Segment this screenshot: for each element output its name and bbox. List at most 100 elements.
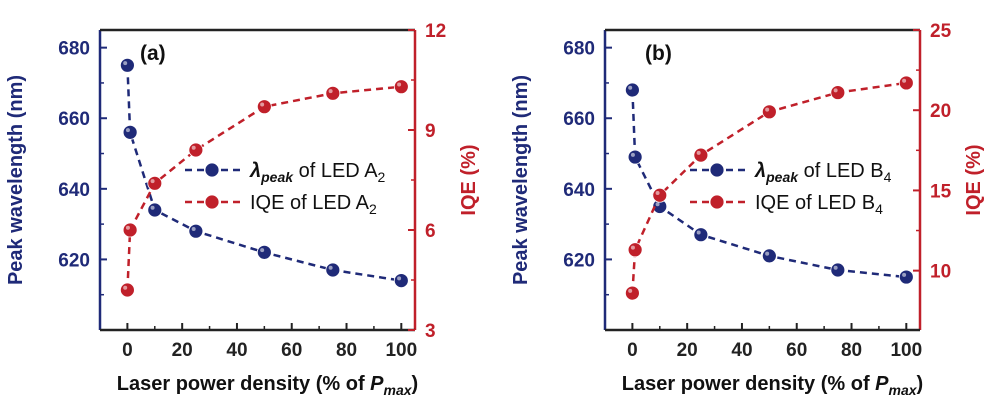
data-point-highlight [655,191,660,196]
y2-tick-label: 20 [930,101,951,122]
data-point [188,223,204,239]
y-tick-label: 640 [58,180,90,201]
data-point [122,222,138,238]
data-point-highlight [191,226,196,231]
data-point [256,99,272,115]
legend-label-part: 2 [378,169,386,185]
data-point [393,79,409,95]
legend-marker [204,162,220,178]
x-axis-title-part: Laser power density (% of [117,373,370,395]
data-point-highlight [397,276,402,281]
data-point [147,202,163,218]
data-point [830,85,846,100]
data-point [188,142,204,158]
legend-label-part: peak [765,169,799,185]
legend-label-part: 4 [884,169,892,185]
data-point-highlight [260,102,265,107]
legend-label-part: λ [249,160,261,182]
data-point [624,82,640,98]
legend-label-part: IQE of LED B [755,192,875,214]
x-axis-title-part: P [875,373,889,395]
data-point-highlight [833,265,838,270]
data-point [693,147,709,163]
data-point [830,262,846,278]
data-point [256,244,272,260]
y-tick-label: 640 [563,180,595,201]
x-axis-title-part: Laser power density (% of [622,373,875,395]
data-point [393,273,409,288]
y-axis-title: Peak wavelength (nm) [510,75,532,285]
legend-label-part: of LED B [798,160,884,182]
x-axis-title: Laser power density (% of Pmax) [117,373,418,398]
x-tick-label: 80 [841,340,862,361]
y2-axis-title: IQE (%) [963,144,985,215]
data-point-highlight [191,145,196,150]
x-axis-title-part: max [889,382,918,398]
data-point-highlight [150,205,155,210]
chart-panel-b: 0 20 40 60 80 100 620 640 660 680 10 15 20 25 Peak wav… [510,21,985,398]
panel-label: (b) [645,42,672,65]
x-axis-title-part: ) [917,373,924,395]
data-point-highlight [655,202,660,207]
y2-axis-title: IQE (%) [458,144,480,215]
x-tick-label: 100 [890,340,922,361]
y-tick-label: 660 [563,109,595,130]
data-point [147,175,163,191]
data-point [119,57,135,73]
x-axis-title-part: max [384,382,413,398]
legend-label-part: peak [260,169,294,185]
data-point [898,75,914,91]
x-axis-title-part: P [370,373,384,395]
data-point-highlight [150,179,155,184]
data-point [325,262,341,278]
data-point-highlight [630,245,635,250]
x-tick-label: 20 [677,340,698,361]
data-point-highlight [902,272,907,277]
data-point-highlight [260,248,265,253]
x-axis-title: Laser power density (% of Pmax) [622,373,923,398]
data-point-highlight [123,61,128,66]
x-tick-label: 0 [627,340,638,361]
legend-label: IQE of LED B4 [755,192,883,217]
legend-label-part: IQE of LED A [250,192,370,214]
y2-tick-label: 3 [425,321,436,342]
y-tick-label: 680 [58,39,90,60]
data-point-highlight [696,150,701,155]
legend-label: λpeak of LED B4 [754,160,892,185]
x-tick-label: 100 [385,340,417,361]
legend-marker [709,162,725,178]
data-point [624,285,640,301]
legend-label: IQE of LED A2 [250,192,377,217]
data-point-highlight [630,152,635,157]
x-tick-label: 40 [226,340,247,361]
data-point-highlight [765,251,770,256]
y-tick-label: 660 [58,109,90,130]
panel-label: (a) [140,42,166,65]
y2-tick-label: 25 [930,21,952,42]
data-point-highlight [696,230,701,235]
x-tick-label: 80 [336,340,357,361]
data-point-highlight [628,85,633,90]
data-point-highlight [328,89,333,94]
data-point [761,104,777,120]
data-point-highlight [833,88,838,93]
y2-tick-label: 9 [425,121,436,142]
data-point-highlight [765,107,770,112]
data-point [627,149,643,165]
data-point-highlight [328,265,333,270]
legend-marker [204,194,220,210]
legend-label-part: 2 [369,201,377,217]
y2-tick-label: 6 [425,221,436,242]
data-point [627,242,643,258]
x-tick-label: 60 [281,340,302,361]
data-point [325,85,341,101]
y-tick-label: 620 [58,250,90,271]
x-tick-label: 20 [172,340,193,361]
y-tick-label: 620 [563,250,595,271]
chart-panel-a: 0 20 40 60 80 100 620 640 660 680 3 6 9 12 Peak wavele… [5,21,480,398]
data-point-highlight [125,128,130,133]
legend-label-part: λ [754,160,766,182]
data-point-highlight [123,285,128,290]
